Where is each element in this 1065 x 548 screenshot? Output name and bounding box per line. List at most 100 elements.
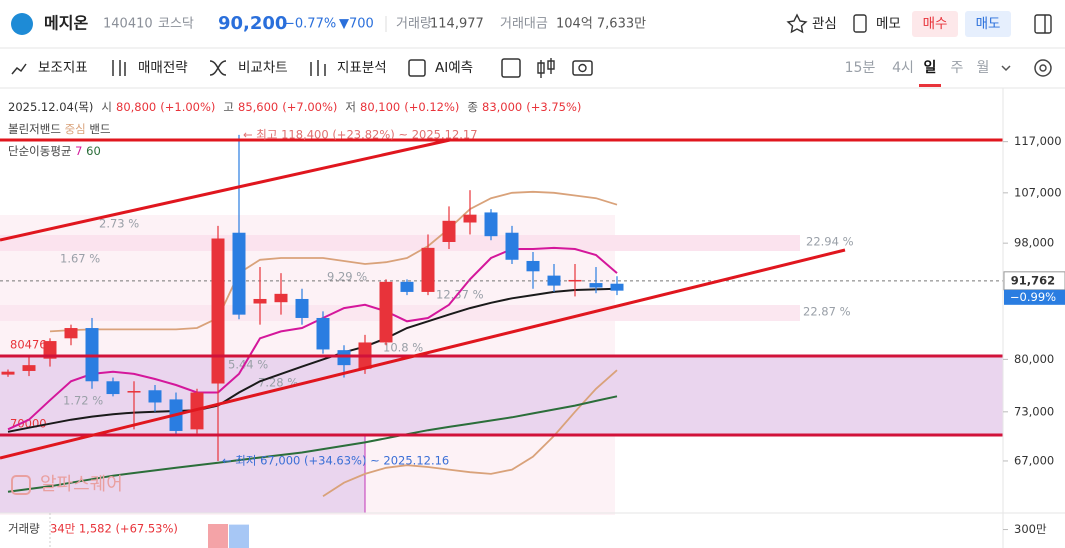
buy-label[interactable]: 매수 (923, 16, 948, 32)
legend-text: 단순이동평균 (8, 144, 71, 158)
candle-body (316, 317, 330, 350)
trend-line (0, 138, 451, 242)
timeframe[interactable]: 15분 (845, 60, 876, 76)
tool[interactable]: 지표분석 (337, 60, 387, 76)
info-date: 2025.12.04(목) (8, 100, 93, 114)
info-pct: (+7.00%) (282, 100, 337, 114)
candle-body (253, 298, 267, 304)
candle-body (505, 232, 519, 260)
y-tick-label: 107,000 (1014, 185, 1062, 199)
level-label: 22.87 % (803, 305, 851, 319)
plot: 2.73 % 1.67 % 22.94 % 22.87 % 9.29 % 12.37 % 1… (0, 134, 1003, 497)
last-price-label: 91,762 (1011, 273, 1055, 287)
panel-toggle[interactable] (1034, 14, 1052, 34)
tool-icon (209, 60, 227, 76)
info-value: 80,100 (360, 100, 400, 114)
y-tick-label: 117,000 (1014, 134, 1062, 148)
trend-line (0, 248, 846, 460)
tool[interactable]: 비교차트 (238, 60, 288, 76)
chart-type-tool[interactable] (537, 58, 555, 78)
logo (11, 13, 33, 35)
market: 코스닥 (158, 17, 194, 32)
tool-icon (11, 63, 27, 75)
header: 메지온 140410 코스닥 90,200 −0.77% ▼700 거래량 11… (11, 11, 1052, 37)
button-label[interactable]: 관심 (812, 16, 837, 32)
timeframe[interactable]: 4시 (892, 60, 914, 76)
candle-body (211, 238, 225, 384)
candle-body (274, 293, 288, 303)
info-label: 종 (467, 100, 478, 114)
level-label: 5.44 % (228, 358, 268, 372)
legend-bollinger: 볼린저밴드 중심 밴드 (8, 122, 111, 136)
tool-icon (408, 59, 426, 77)
candle-body (106, 381, 120, 395)
last-change-label: −0.99% (1010, 290, 1056, 304)
candle-body (22, 365, 36, 371)
y-tick-label: 98,000 (1014, 236, 1054, 250)
volume: 114,977 (430, 17, 484, 32)
screenshot-tool[interactable] (572, 60, 593, 76)
settings-center (1039, 64, 1047, 72)
candle-body (421, 247, 435, 292)
button-label[interactable]: 메모 (876, 16, 901, 32)
last-change-box (1004, 289, 1065, 305)
legend-text: 중심 (65, 122, 86, 136)
candle-body (610, 283, 624, 291)
memo-icon (853, 14, 867, 33)
ohlc-info: 2025.12.04(목) 시 80,800 (+1.00%) 고 85,600 (+7.0… (8, 100, 581, 114)
info-label: 저 (345, 100, 356, 114)
tool[interactable]: 보조지표 (38, 60, 88, 76)
y-tick-label: 80,000 (1014, 352, 1054, 366)
settings[interactable] (1034, 59, 1052, 77)
zone (0, 235, 800, 251)
volume-label: 거래량 (8, 522, 40, 536)
candle-body (295, 298, 309, 318)
more-timeframes[interactable] (1001, 65, 1011, 72)
screenshot-lens (578, 63, 587, 73)
timeframe[interactable]: 일 (924, 60, 937, 76)
change-pct: −0.77% (284, 17, 336, 32)
legend-text: 7 (75, 144, 82, 158)
candle-body (442, 220, 456, 242)
buy-button[interactable] (912, 11, 958, 37)
info-label: 시 (101, 100, 112, 114)
watermark-logo (11, 475, 31, 495)
tool[interactable]: 매매전략 (138, 60, 188, 76)
candle-body (337, 350, 351, 366)
stock-name: 메지온 (44, 14, 88, 33)
timeframe[interactable]: 월 (977, 60, 990, 76)
candle-body (568, 279, 582, 282)
level-label: 1.67 % (60, 252, 100, 266)
volume-tick-label: 300만 (1014, 522, 1047, 536)
watch-button[interactable]: 관심 (786, 13, 837, 34)
annotations: 2025.12.04(목) 시 80,800 (+1.00%) 고 85,600 (+7.0… (8, 100, 581, 536)
legend-text: 볼린저밴드 (8, 122, 61, 136)
legend-text: 밴드 (89, 122, 110, 136)
sell-label[interactable]: 매도 (976, 16, 1001, 32)
level-label: 9.29 % (327, 270, 367, 284)
tool-icon (310, 60, 326, 76)
sell-button[interactable] (965, 11, 1011, 37)
candle-body (547, 275, 561, 286)
level-label: 22.94 % (806, 235, 854, 249)
level-label: 80476 (10, 338, 47, 352)
candle-body (526, 260, 540, 272)
toolbar: 보조지표 매매전략 비교차트 지표분석 AI예측 15분 4시 일 주 월 (11, 58, 1052, 87)
watermark: 알파스퀘어 (40, 474, 123, 495)
candle-body (43, 341, 57, 359)
timeframe[interactable]: 주 (951, 60, 964, 76)
candle-body (232, 232, 246, 315)
candle-body (484, 212, 498, 237)
tool[interactable]: AI예측 (435, 60, 473, 76)
tool-icon (112, 60, 126, 76)
change: ▼700 (339, 17, 374, 32)
memo-button[interactable]: 메모 (853, 14, 901, 33)
timeframes: 15분 4시 일 주 월 (845, 60, 990, 87)
low-annotation: ← 최저 67,000 (+34.63%) ~ 2025.12.16 (222, 454, 449, 468)
volume-label: 거래량 (396, 17, 432, 32)
info-value: 85,600 (238, 100, 278, 114)
candle-body (64, 328, 78, 339)
volume-bar (229, 524, 249, 548)
shape-tool[interactable] (501, 58, 521, 78)
